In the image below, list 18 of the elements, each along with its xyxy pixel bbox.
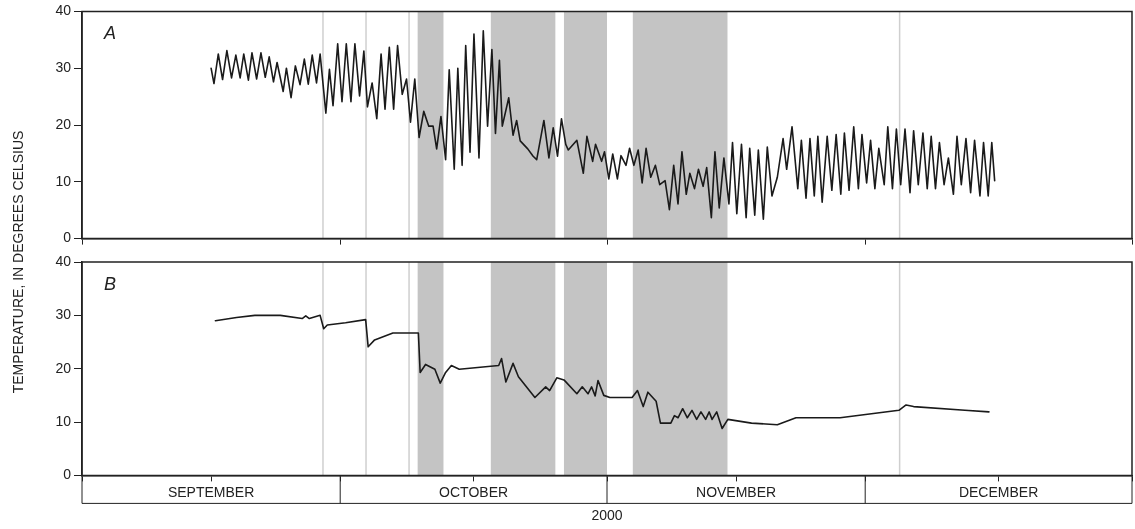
annotation: B: [104, 274, 117, 294]
x-tick-label: SEPTEMBER: [167, 483, 255, 500]
y-tick-label: 20: [55, 115, 72, 132]
annotation: A: [103, 23, 117, 44]
x-tick-label: NOVEMBER: [696, 483, 777, 500]
y-tick-label: 10: [55, 172, 72, 189]
y-tick-label: 40: [55, 252, 72, 269]
y-tick-label: 10: [55, 412, 72, 429]
y-tick-label: 20: [55, 359, 72, 376]
y-tick-label: 40: [55, 2, 72, 19]
x-tick-label: DECEMBER: [958, 483, 1039, 500]
y-axis-title: TEMPERATURE, IN DEGREES CELSIUS: [10, 130, 26, 394]
x-tick-label: OCTOBER: [439, 483, 509, 500]
y-tick-label: 0: [63, 466, 72, 483]
y-tick-label: 0: [63, 229, 72, 246]
x-axis-title: 2000: [591, 507, 623, 524]
y-tick-label: 30: [55, 306, 72, 323]
y-tick-label: 30: [55, 59, 72, 76]
